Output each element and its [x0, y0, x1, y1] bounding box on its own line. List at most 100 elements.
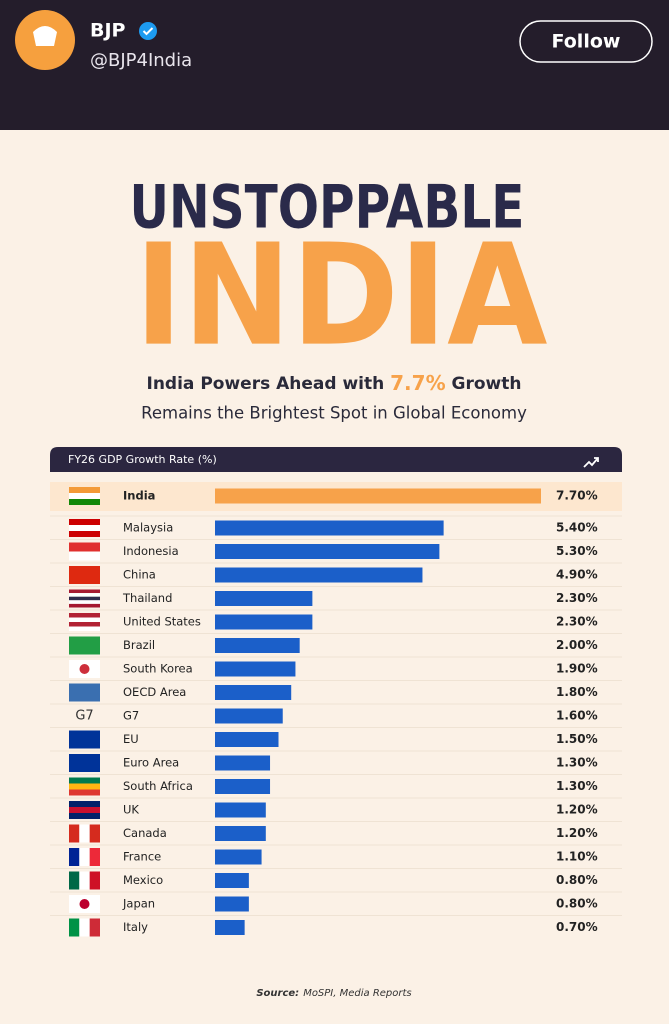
flag-stripe [69, 613, 100, 618]
flag-stripe [69, 730, 100, 749]
flag-stripe [69, 848, 80, 866]
category-label: South Africa [123, 779, 193, 793]
bar [215, 488, 541, 504]
flag-stripe [69, 636, 100, 655]
account-name[interactable]: BJP [90, 20, 126, 42]
flag-stripe [69, 531, 100, 537]
flag-stripe [69, 617, 100, 622]
category-label: Thailand [122, 591, 172, 605]
flag-stripe [69, 542, 100, 552]
value-label: 1.30% [556, 756, 598, 770]
subtitle-part: India Powers Ahead with [147, 374, 391, 394]
bar [215, 779, 271, 794]
headline-big: INDIA [135, 215, 548, 378]
flag-emblem [79, 664, 90, 674]
flag-stripe [69, 801, 100, 807]
value-label: 5.30% [556, 544, 598, 558]
bar [215, 520, 444, 536]
flag-stripe [89, 871, 100, 890]
category-label: UK [123, 803, 139, 817]
category-label: Mexico [123, 873, 163, 887]
flag-stripe [69, 683, 100, 702]
value-label: 0.70% [556, 920, 598, 934]
value-label: 5.40% [556, 521, 598, 535]
source-label: Source: [256, 988, 299, 999]
flag-stripe [69, 487, 100, 493]
follow-label[interactable]: Follow [552, 31, 621, 53]
category-label: United States [123, 615, 201, 629]
flag-stripe [69, 525, 100, 531]
flag-stripe [69, 593, 100, 597]
category-label: Indonesia [123, 544, 179, 558]
flag-stripe [69, 566, 100, 584]
subtitle-part: Growth [446, 374, 522, 394]
subtitle: India Powers Ahead with 7.7% Growth [147, 371, 522, 395]
value-label: 1.20% [556, 803, 598, 817]
category-label: Japan [122, 897, 155, 911]
category-label: China [123, 568, 156, 582]
flag-stripe [69, 626, 100, 631]
table-header [50, 447, 622, 472]
value-label: 7.70% [556, 489, 598, 503]
value-label: 1.50% [556, 732, 598, 746]
flag-text: G7 [75, 709, 93, 724]
flag-stripe [89, 848, 100, 866]
flag-emblem [79, 899, 90, 909]
flag-stripe [89, 918, 100, 937]
bar [215, 826, 266, 841]
bar [215, 849, 262, 865]
bar [215, 544, 440, 559]
value-label: 1.80% [556, 685, 598, 699]
flag-stripe [69, 783, 100, 790]
flag-stripe [69, 603, 100, 608]
handle[interactable]: @BJP4India [90, 50, 192, 71]
category-label: Malaysia [123, 521, 173, 535]
flag-stripe [69, 824, 80, 843]
value-label: 2.00% [556, 638, 598, 652]
flag-stripe [69, 493, 100, 499]
category-label: Euro Area [123, 756, 179, 770]
bar [215, 802, 266, 818]
headline: UNSTOPPABLE [130, 173, 525, 243]
bar [215, 896, 249, 912]
source-text: MoSPI, Media Reports [303, 988, 411, 999]
source: Source: MoSPI, Media Reports [256, 988, 411, 999]
bar [215, 708, 283, 724]
bar [215, 567, 423, 583]
flag-stripe [69, 499, 100, 505]
value-label: 1.10% [556, 850, 598, 864]
category-label: Italy [123, 920, 148, 934]
flag-stripe [79, 848, 90, 866]
subtitle-line2: Remains the Brightest Spot in Global Eco… [141, 404, 527, 423]
bar [215, 661, 296, 677]
value-label: 2.30% [556, 615, 598, 629]
flag-stripe [79, 918, 90, 937]
flag-stripe [69, 519, 100, 525]
value-label: 1.20% [556, 826, 598, 840]
bar [215, 591, 313, 606]
flag-stripe [69, 596, 100, 601]
flag-stripe [69, 807, 100, 813]
flag-stripe [69, 754, 100, 772]
bar [215, 685, 292, 700]
bar [215, 638, 300, 653]
follow-button[interactable] [519, 20, 653, 63]
category-label: India [123, 489, 155, 503]
value-label: 1.60% [556, 709, 598, 723]
category-label: France [123, 850, 161, 864]
category-label: EU [123, 732, 139, 746]
value-label: 0.80% [556, 873, 598, 887]
avatar-logo [33, 26, 57, 46]
flag-stripe [69, 813, 100, 819]
category-label: OECD Area [123, 685, 186, 699]
flag-stripe [69, 600, 100, 604]
value-label: 1.30% [556, 779, 598, 793]
flag-stripe [79, 824, 90, 843]
chart-title: FY26 GDP Growth Rate (%) [68, 453, 217, 466]
flag-stripe [69, 918, 80, 937]
verified-check [142, 27, 154, 36]
bar [215, 920, 245, 935]
flag-stripe [69, 777, 100, 784]
value-label: 4.90% [556, 568, 598, 582]
value-label: 0.80% [556, 897, 598, 911]
